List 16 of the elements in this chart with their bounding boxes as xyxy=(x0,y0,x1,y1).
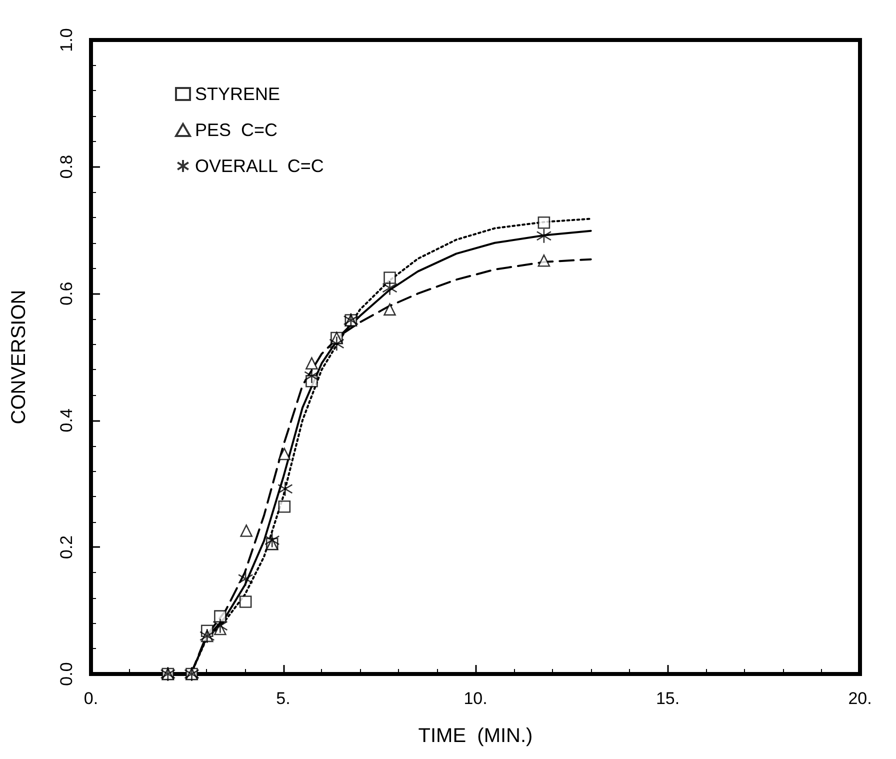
x-tick-label: 5. xyxy=(276,689,290,708)
y-tick-label: 1.0 xyxy=(57,28,76,52)
y-tick-label: 0.8 xyxy=(57,154,76,179)
x-axis-title: TIME (MIN.) xyxy=(418,725,533,747)
x-tick-label: 15. xyxy=(656,689,680,708)
x-tick-label: 10. xyxy=(464,689,488,708)
y-tick-label: 0.2 xyxy=(57,535,76,560)
y-tick-label: 0.4 xyxy=(57,408,76,432)
legend-label: STYRENE xyxy=(195,84,280,104)
legend-label: PES C=C xyxy=(195,120,278,140)
legend-label: OVERALL C=C xyxy=(195,156,324,176)
x-tick-label: 0. xyxy=(84,689,98,708)
y-axis-title: CONVERSION xyxy=(8,290,30,424)
x-tick-label: 20. xyxy=(848,689,872,708)
y-tick-label: 0.6 xyxy=(57,282,76,306)
y-tick-label: 0.0 xyxy=(57,662,76,686)
